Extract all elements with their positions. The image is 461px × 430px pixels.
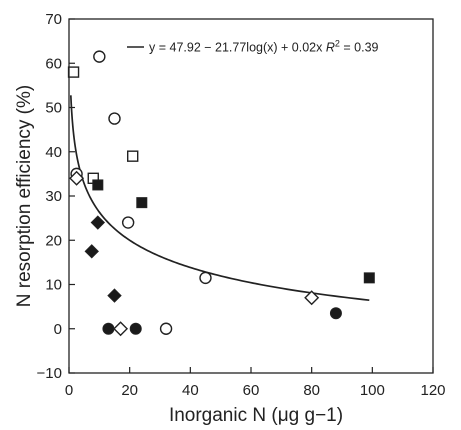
data-point-open-square (126, 150, 139, 162)
data-point-filled-circle (329, 307, 342, 320)
data-point-filled-diamond (90, 215, 106, 230)
x-axis-title: Inorganic N (μg g−1) (169, 405, 343, 426)
data-point-open-circle (93, 50, 106, 63)
data-point-filled-circle (129, 322, 142, 335)
legend-text: y = 47.92 − 21.77log(x) + 0.02x R2 = 0.3… (149, 39, 379, 55)
y-tick-label: 10 (45, 277, 62, 294)
legend-r2-exp: 2 (335, 39, 340, 49)
y-axis-title: N resorption efficiency (%) (14, 85, 35, 307)
points-layer (67, 50, 375, 337)
fit-layer (69, 95, 370, 302)
data-point-open-diamond (304, 290, 320, 306)
x-tick-label: 120 (420, 382, 445, 399)
data-point-open-circle (159, 322, 173, 335)
plot-frame (68, 18, 434, 374)
legend: y = 47.92 − 21.77log(x) + 0.02x R2 = 0.3… (127, 39, 379, 55)
x-tick-label: 80 (303, 382, 320, 399)
legend-r2-value: = 0.39 (340, 41, 379, 55)
y-tick-label: 0 (54, 321, 62, 338)
data-point-open-diamond (69, 170, 85, 186)
x-tick-label: 60 (243, 382, 260, 399)
legend-r2-prefix: R (326, 41, 335, 55)
data-point-open-circle (121, 216, 135, 229)
x-tick-label: 20 (121, 382, 138, 399)
y-tick-label: 20 (45, 232, 62, 249)
y-tick-label: −10 (37, 365, 62, 382)
data-point-filled-diamond (107, 288, 122, 303)
y-tick-label: 70 (45, 11, 62, 28)
x-tick-label: 0 (65, 382, 73, 399)
data-point-filled-square (92, 179, 104, 191)
data-point-open-square (67, 66, 80, 78)
x-tick-label: 100 (360, 382, 385, 399)
data-point-filled-diamond (84, 244, 99, 259)
y-tick-label: 30 (45, 188, 62, 205)
data-point-filled-square (363, 272, 375, 284)
x-tick-label: 40 (182, 382, 199, 399)
y-tick-label: 60 (45, 55, 62, 72)
data-point-open-circle (199, 271, 212, 285)
data-point-filled-circle (102, 322, 115, 335)
data-point-open-diamond (113, 321, 129, 337)
data-point-open-circle (108, 112, 121, 125)
legend-equation: y = 47.92 − 21.77log(x) + 0.02x (149, 41, 323, 55)
fit-curve (69, 95, 370, 302)
data-point-filled-square (136, 197, 148, 209)
y-tick-label: 40 (45, 144, 62, 161)
y-tick-label: 50 (45, 100, 62, 117)
